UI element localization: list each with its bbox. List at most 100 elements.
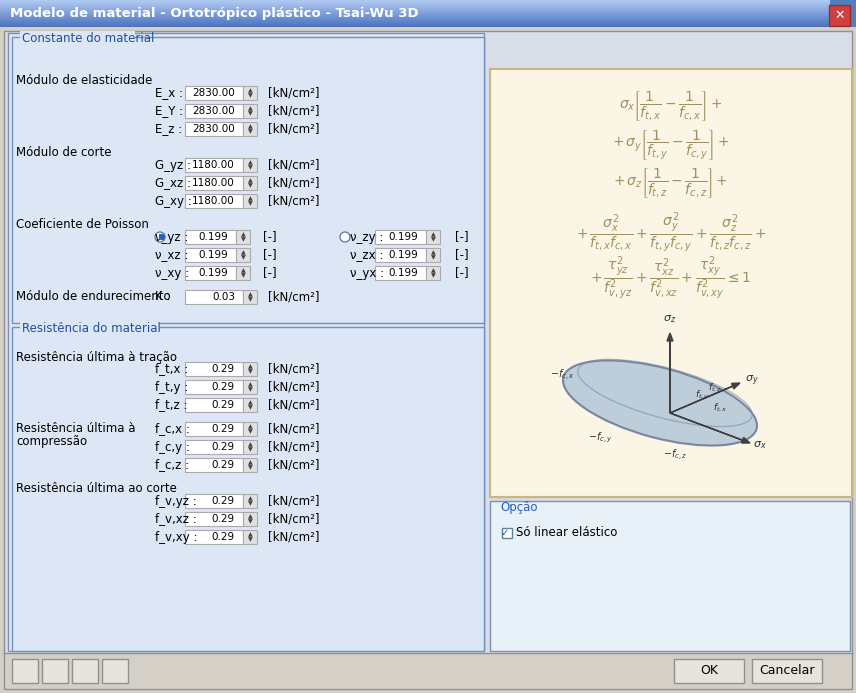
Bar xyxy=(0,24,830,25)
Text: ν_xz :: ν_xz : xyxy=(155,249,188,261)
Bar xyxy=(185,176,243,190)
Text: ▲: ▲ xyxy=(241,268,246,273)
Text: [kN/cm²]: [kN/cm²] xyxy=(268,398,319,412)
Bar xyxy=(674,659,744,683)
Text: ▲: ▲ xyxy=(247,178,253,183)
Bar xyxy=(0,12,830,13)
Text: Resistência do material: Resistência do material xyxy=(22,322,161,335)
Text: ▼: ▼ xyxy=(247,387,253,392)
Text: f_c,z :: f_c,z : xyxy=(155,459,189,471)
Text: 2830.00: 2830.00 xyxy=(193,106,235,116)
Bar xyxy=(185,440,243,454)
Text: 2830.00: 2830.00 xyxy=(193,124,235,134)
Text: E_x :: E_x : xyxy=(155,87,183,100)
Text: ▼: ▼ xyxy=(247,165,253,170)
Text: [kN/cm²]: [kN/cm²] xyxy=(268,195,319,207)
Text: ✕: ✕ xyxy=(835,9,845,22)
Text: $\sigma_x\left[\dfrac{1}{f_{t,x}}-\dfrac{1}{f_{c,x}}\right]+$: $\sigma_x\left[\dfrac{1}{f_{t,x}}-\dfrac… xyxy=(620,89,722,123)
Bar xyxy=(0,10,830,11)
FancyArrow shape xyxy=(670,413,750,443)
Text: 0.199: 0.199 xyxy=(199,268,228,278)
Text: [kN/cm²]: [kN/cm²] xyxy=(268,531,319,543)
Text: Resistência última ao corte: Resistência última ao corte xyxy=(16,482,177,495)
Text: $-f_{c,y}$: $-f_{c,y}$ xyxy=(587,431,612,446)
Bar xyxy=(236,230,250,244)
Bar xyxy=(243,290,257,304)
Text: ▲: ▲ xyxy=(247,196,253,201)
Text: ▲: ▲ xyxy=(247,364,253,369)
Text: OK: OK xyxy=(700,665,718,678)
Text: 0.199: 0.199 xyxy=(199,232,228,242)
Text: ν_zx :: ν_zx : xyxy=(350,249,383,261)
Text: 1180.00: 1180.00 xyxy=(193,178,235,188)
Text: [-]: [-] xyxy=(455,249,468,261)
Bar xyxy=(243,176,257,190)
Text: ▼: ▼ xyxy=(431,237,436,242)
Bar xyxy=(185,122,243,136)
Text: ▼: ▼ xyxy=(247,183,253,188)
Bar xyxy=(185,458,243,472)
Text: Módulo de endurecimento: Módulo de endurecimento xyxy=(16,290,170,304)
Text: Módulo de elasticidade: Módulo de elasticidade xyxy=(16,75,152,87)
Bar xyxy=(0,1,830,2)
Text: Cancelar: Cancelar xyxy=(759,665,815,678)
Bar xyxy=(0,16,830,17)
Bar xyxy=(185,530,243,544)
Bar xyxy=(0,8,830,9)
Text: ▼: ▼ xyxy=(241,255,246,260)
Bar xyxy=(243,440,257,454)
Text: [kN/cm²]: [kN/cm²] xyxy=(268,423,319,435)
Bar xyxy=(243,380,257,394)
Bar xyxy=(243,362,257,376)
Bar xyxy=(185,158,243,172)
Bar xyxy=(243,104,257,118)
Bar xyxy=(0,17,830,18)
Text: ▼: ▼ xyxy=(247,537,253,542)
Text: ▲: ▲ xyxy=(247,442,253,447)
Text: K :: K : xyxy=(155,290,170,304)
Bar xyxy=(236,266,250,280)
Text: f_v,xy :: f_v,xy : xyxy=(155,531,198,543)
Bar xyxy=(0,0,830,1)
Text: ▼: ▼ xyxy=(247,447,253,452)
Bar xyxy=(490,69,852,497)
Bar xyxy=(185,422,243,436)
Bar xyxy=(0,2,830,3)
Text: 0.29: 0.29 xyxy=(212,364,235,374)
Bar xyxy=(102,659,128,683)
Bar xyxy=(185,230,236,244)
Text: $+\,\dfrac{\sigma_x^2}{f_{t,x}f_{c,x}}+\dfrac{\sigma_y^2}{f_{t,y}f_{c,y}}+\dfrac: $+\,\dfrac{\sigma_x^2}{f_{t,x}f_{c,x}}+\… xyxy=(576,211,766,255)
Bar xyxy=(0,22,830,23)
Text: [kN/cm²]: [kN/cm²] xyxy=(268,290,319,304)
Text: [kN/cm²]: [kN/cm²] xyxy=(268,441,319,453)
Text: ▲: ▲ xyxy=(247,424,253,429)
Text: ▲: ▲ xyxy=(247,496,253,501)
Text: Modelo de material - Ortotrópico plástico - Tsai-Wu 3D: Modelo de material - Ortotrópico plástic… xyxy=(10,7,419,20)
Text: ▼: ▼ xyxy=(247,429,253,434)
Text: ▲: ▲ xyxy=(247,106,253,111)
Bar xyxy=(490,69,850,497)
Bar xyxy=(0,7,830,8)
Text: 0.199: 0.199 xyxy=(389,268,418,278)
Bar xyxy=(752,659,822,683)
Text: ν_xy :: ν_xy : xyxy=(155,267,189,279)
Bar xyxy=(502,528,512,538)
Text: [-]: [-] xyxy=(263,267,276,279)
Text: Só linear elástico: Só linear elástico xyxy=(516,527,617,539)
Text: $+\,\sigma_z\left[\dfrac{1}{f_{t,z}}-\dfrac{1}{f_{c,z}}\right]+$: $+\,\sigma_z\left[\dfrac{1}{f_{t,z}}-\df… xyxy=(614,166,728,200)
Bar xyxy=(243,122,257,136)
Text: ▼: ▼ xyxy=(431,255,436,260)
Bar xyxy=(0,18,830,19)
Bar xyxy=(426,266,440,280)
Bar xyxy=(185,494,243,508)
Text: E_z :: E_z : xyxy=(155,123,182,136)
Text: 0.29: 0.29 xyxy=(212,532,235,542)
Text: Resistência última à: Resistência última à xyxy=(16,423,135,435)
Bar xyxy=(185,86,243,100)
Text: [-]: [-] xyxy=(263,231,276,243)
Bar xyxy=(243,398,257,412)
Text: ▼: ▼ xyxy=(247,129,253,134)
Ellipse shape xyxy=(563,360,757,446)
Text: 0.29: 0.29 xyxy=(212,514,235,524)
Bar xyxy=(0,6,830,7)
